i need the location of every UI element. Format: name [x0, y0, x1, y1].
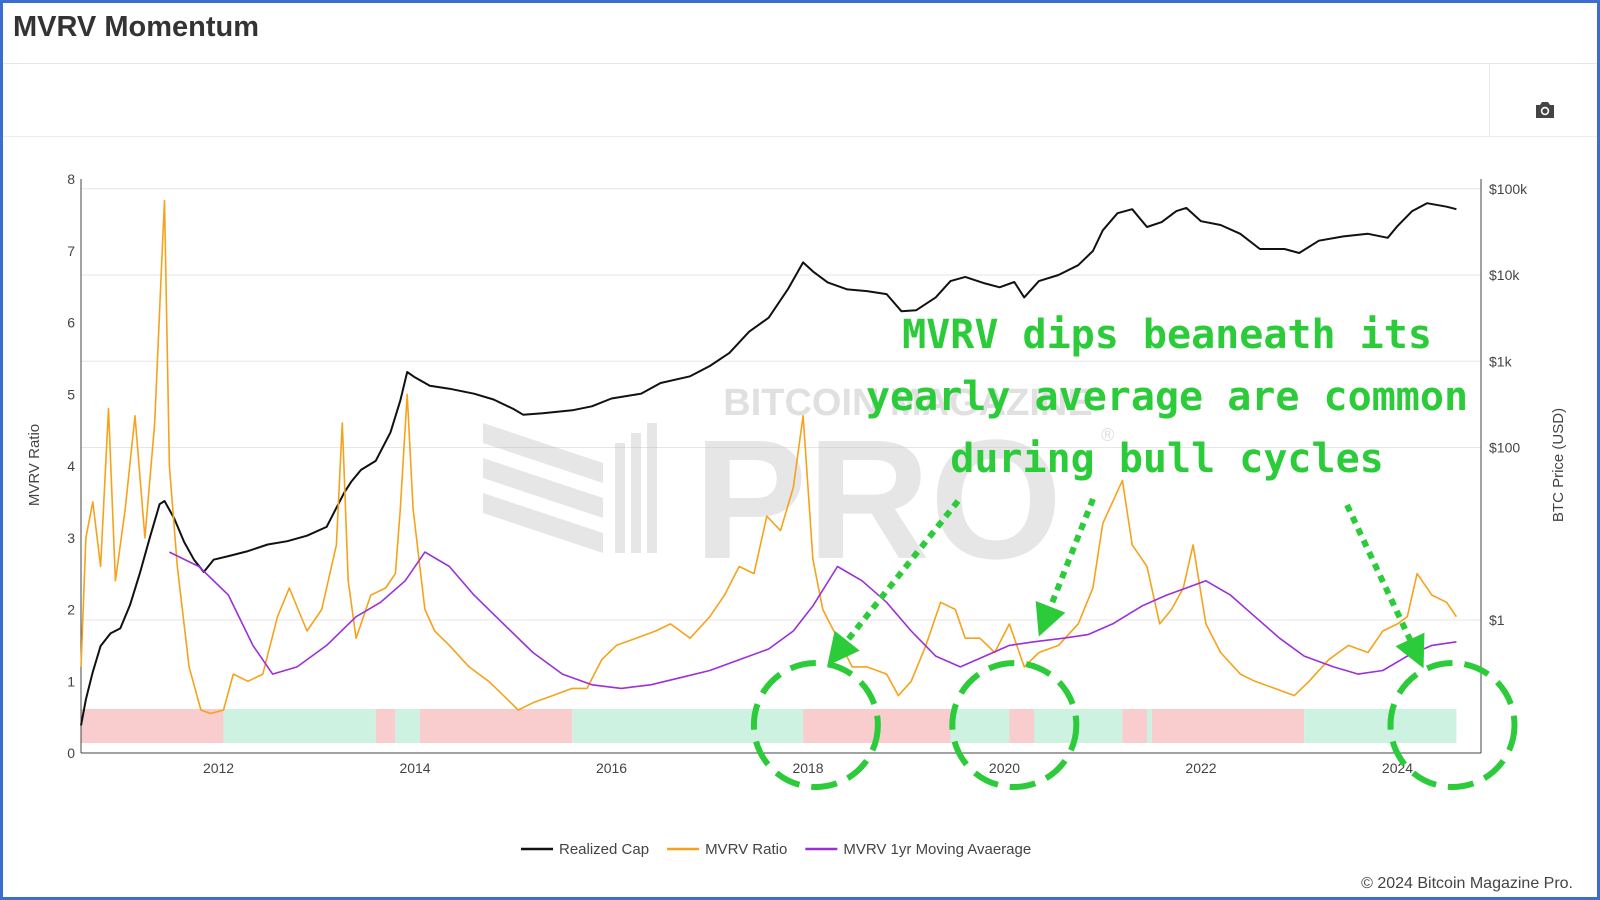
- momentum-bands: [81, 709, 1457, 743]
- annotation-text-line: MVRV dips beaneath its: [902, 312, 1432, 358]
- y-left-axis-title: MVRV Ratio: [26, 424, 43, 506]
- y-left-tick-label: 8: [67, 171, 75, 187]
- mvrv-ratio-line: [80, 199, 1458, 715]
- annotations: MVRV dips beaneath its yearly average are…: [750, 312, 1518, 790]
- annotation-text-line: during bull cycles: [950, 436, 1383, 482]
- y-left-tick-label: 5: [67, 386, 75, 402]
- momentum-band-bull: [572, 709, 804, 743]
- watermark-logo-mark: [483, 423, 657, 553]
- y-right-tick-label: $1k: [1489, 353, 1513, 369]
- axes: 0 1 2 3 4 5 6 7 8 $1 $100 $1k $10k $100k 2012 2014 2016 2…: [26, 171, 1567, 776]
- grid-lines: [81, 188, 1481, 621]
- watermark: BITCOIN MAGAZINE PRO ®: [483, 382, 1114, 595]
- y-left-tick-label: 1: [67, 673, 75, 689]
- annotation-text-line: yearly average are common: [866, 374, 1468, 420]
- copyright-text: © 2024 Bitcoin Magazine Pro.: [1361, 875, 1573, 892]
- highlight-circle: [750, 660, 881, 790]
- momentum-band-bull: [395, 709, 420, 743]
- mvrv-1yr-moving-avaerage-line: [169, 551, 1457, 690]
- momentum-band-bear: [1151, 709, 1305, 743]
- momentum-band-bear: [1122, 709, 1147, 743]
- y-left-tick-label: 6: [67, 315, 75, 331]
- title-bar: MVRV Momentum: [3, 3, 1597, 64]
- toolbar-divider: [1489, 64, 1490, 136]
- y-left-tick-label: 2: [67, 602, 75, 618]
- x-tick-label: 2020: [989, 760, 1020, 776]
- y-right-axis-title: BTC Price (USD): [1550, 408, 1567, 522]
- watermark-mark: ®: [1101, 425, 1114, 445]
- y-right-tick-label: $1: [1489, 612, 1505, 628]
- x-tick-label: 2018: [792, 760, 823, 776]
- y-right-tick-label: $10k: [1489, 267, 1520, 283]
- momentum-band-bull: [1146, 709, 1152, 743]
- highlight-circle: [1387, 660, 1518, 790]
- x-tick-label: 2024: [1382, 760, 1413, 776]
- momentum-band-bear: [81, 709, 224, 743]
- x-tick-label: 2022: [1185, 760, 1216, 776]
- x-tick-label: 2012: [203, 760, 234, 776]
- highlight-circle: [949, 660, 1080, 790]
- legend-label: MVRV 1yr Moving Avaerage: [843, 841, 1031, 858]
- x-tick-label: 2014: [399, 760, 430, 776]
- legend-item[interactable]: MVRV Ratio: [667, 841, 787, 858]
- series-lines: [80, 199, 1458, 726]
- annotation-arrow-line: [828, 499, 961, 663]
- annotation-arrowhead: [827, 630, 860, 666]
- y-left-tick-label: 7: [67, 243, 75, 259]
- momentum-band-bull: [1304, 709, 1457, 743]
- legend-label: Realized Cap: [559, 841, 649, 858]
- annotation-arrowhead: [1395, 632, 1425, 669]
- legend-item[interactable]: Realized Cap: [521, 841, 649, 858]
- camera-icon[interactable]: [1533, 98, 1557, 122]
- momentum-band-bull: [223, 709, 376, 743]
- annotation-arrow-line: [1344, 503, 1424, 665]
- page-title: MVRV Momentum: [13, 11, 259, 43]
- y-left-tick-label: 4: [67, 458, 75, 474]
- y-right-tick-label: $100: [1489, 440, 1520, 456]
- watermark-top-text: BITCOIN MAGAZINE: [723, 382, 1092, 424]
- legend-label: MVRV Ratio: [705, 841, 787, 858]
- legend: Realized Cap MVRV Ratio MVRV 1yr Moving Av…: [521, 841, 1031, 858]
- momentum-band-bull: [950, 709, 1010, 743]
- momentum-band-bear: [419, 709, 573, 743]
- y-left-tick-label: 3: [67, 530, 75, 546]
- x-tick-label: 2016: [596, 760, 627, 776]
- momentum-band-bear: [1009, 709, 1034, 743]
- y-left-tick-label: 0: [67, 745, 75, 761]
- y-right-tick-label: $100k: [1489, 181, 1528, 197]
- chart-toolbar: [3, 64, 1597, 137]
- mvrv-chart: BITCOIN MAGAZINE PRO ® 0 1 2 3 4 5 6 7 8 $1 $100 $1…: [26, 171, 1567, 858]
- legend-item[interactable]: MVRV 1yr Moving Avaerage: [805, 841, 1031, 858]
- watermark-main-text: PRO: [694, 405, 1062, 595]
- annotation-arrowhead: [1035, 600, 1066, 637]
- momentum-band-bear: [375, 709, 396, 743]
- realized-cap-line: [80, 202, 1457, 726]
